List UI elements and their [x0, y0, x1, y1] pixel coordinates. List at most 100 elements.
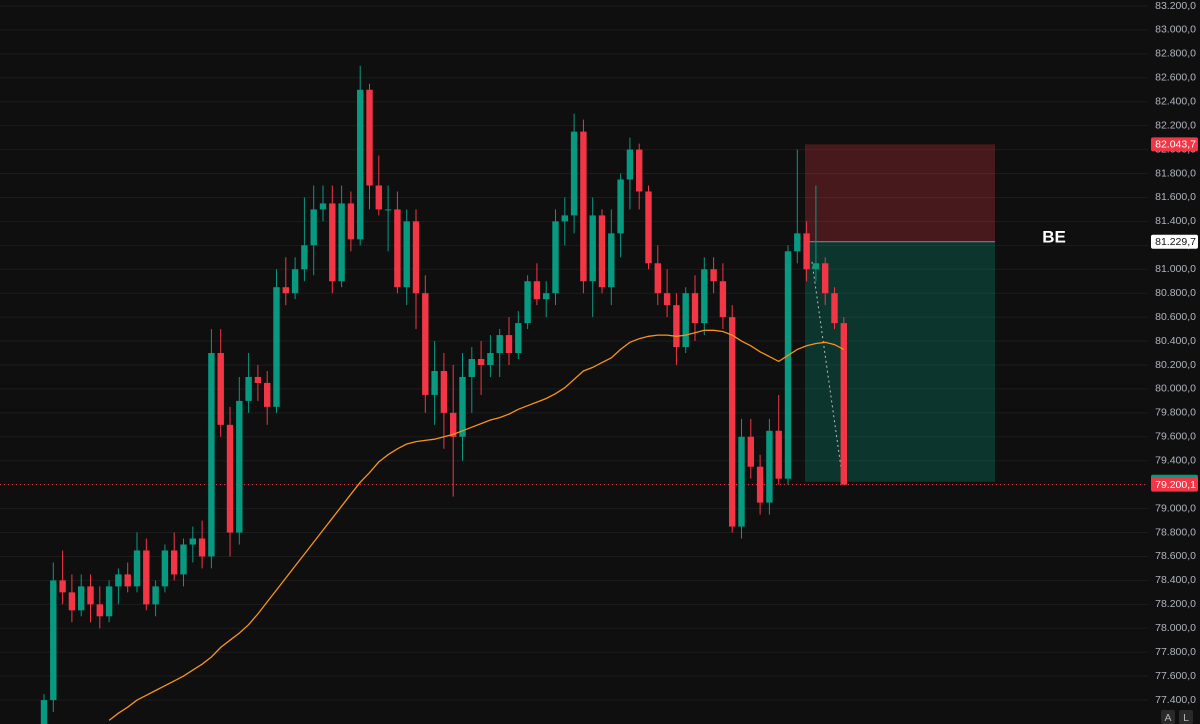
y-tick-label: 79.000,0 — [1155, 502, 1196, 514]
candle-body — [663, 293, 671, 306]
candle-body — [822, 263, 829, 294]
candle-body — [654, 263, 661, 294]
candle-body — [450, 412, 457, 437]
y-tick-label: 79.600,0 — [1155, 431, 1196, 443]
candle-body — [431, 370, 438, 395]
candle-body — [273, 287, 280, 407]
price-badge — [1151, 477, 1198, 492]
candle-body — [357, 89, 364, 240]
candle-body — [152, 586, 159, 605]
candle-body — [747, 436, 754, 467]
candle-body — [459, 376, 466, 437]
candle-body — [766, 430, 773, 503]
candle-body — [40, 700, 48, 724]
y-tick-label: 78.200,0 — [1155, 598, 1196, 610]
candle-body — [468, 359, 475, 377]
y-tick-label: 77.800,0 — [1155, 646, 1196, 658]
y-tick-label: 81.400,0 — [1155, 215, 1196, 227]
candle-body — [608, 233, 615, 288]
candle-body — [133, 550, 141, 587]
target-zone — [805, 241, 995, 482]
candle-body — [515, 323, 522, 354]
candle-body — [794, 233, 801, 252]
price-badge-label: 79.200,1 — [1155, 479, 1196, 491]
candle-body — [524, 281, 531, 324]
candle-body — [729, 317, 736, 527]
y-tick-label: 78.600,0 — [1155, 550, 1196, 562]
candle-body — [533, 281, 541, 300]
stop-zone — [805, 144, 995, 242]
candle-body — [282, 287, 289, 294]
y-tick-label: 79.800,0 — [1155, 407, 1196, 419]
candle-body — [208, 353, 215, 557]
candle-body — [784, 251, 792, 479]
y-tick-label: 79.400,0 — [1155, 455, 1196, 467]
price-badge — [1151, 137, 1198, 152]
candle-body — [673, 305, 680, 348]
y-tick-label: 82.200,0 — [1155, 119, 1196, 131]
candle-body — [570, 131, 578, 216]
candle-body — [198, 538, 206, 557]
candle-body — [617, 179, 624, 234]
scale-button-label[interactable]: A — [1164, 712, 1171, 724]
candle-body — [319, 203, 327, 210]
candle-body — [812, 263, 820, 270]
candle-body — [589, 215, 596, 282]
candle-body — [375, 185, 382, 210]
candle-body — [738, 436, 745, 527]
y-tick-label: 77.400,0 — [1155, 694, 1196, 706]
y-tick-label: 82.800,0 — [1155, 48, 1196, 60]
candle-body — [701, 269, 708, 324]
price-badge — [1151, 234, 1198, 249]
candle-body — [124, 574, 131, 587]
candle-body — [264, 382, 271, 407]
candle-body — [115, 574, 122, 587]
candle-body — [552, 221, 559, 294]
candle-body — [440, 370, 448, 413]
candle-body — [338, 203, 345, 282]
candle-body — [543, 293, 550, 300]
y-tick-label: 81.800,0 — [1155, 167, 1196, 179]
scale-button[interactable] — [1179, 710, 1193, 724]
candle-body — [487, 353, 494, 365]
candle-body — [291, 269, 299, 294]
candle-body — [50, 580, 57, 701]
candle-body — [775, 430, 782, 479]
y-tick-label: 82.400,0 — [1155, 96, 1196, 108]
candle-body — [180, 544, 187, 575]
candle-body — [477, 359, 485, 365]
candle-body — [422, 293, 429, 395]
y-tick-label: 78.400,0 — [1155, 574, 1196, 586]
candle-body — [682, 293, 689, 348]
scale-button-label[interactable]: L — [1183, 712, 1189, 724]
candle-body — [412, 221, 420, 294]
moving-average — [108, 329, 845, 721]
y-tick-label: 80.600,0 — [1155, 311, 1196, 323]
y-tick-label: 80.800,0 — [1155, 287, 1196, 299]
candle-body — [598, 215, 606, 288]
candle-body — [329, 203, 336, 282]
candle-body — [626, 149, 634, 180]
candle-body — [636, 149, 643, 192]
candle-body — [394, 209, 401, 288]
candle-body — [366, 89, 373, 186]
candle-body — [831, 293, 838, 324]
candle-body — [840, 323, 847, 485]
y-tick-label: 77.600,0 — [1155, 670, 1196, 682]
candle-body — [161, 550, 169, 587]
candle-body — [59, 580, 66, 593]
candle-body — [310, 209, 317, 246]
candle-body — [217, 353, 224, 425]
candle-body — [68, 592, 76, 611]
candle-body — [645, 191, 652, 264]
annotation: BE — [1042, 227, 1066, 246]
y-tick-label: 78.000,0 — [1155, 622, 1196, 634]
candle-body — [171, 550, 178, 575]
candle-body — [384, 209, 392, 211]
y-tick-label: 78.800,0 — [1155, 526, 1196, 538]
candle-body — [347, 203, 355, 240]
candle-body — [236, 400, 243, 533]
scale-button[interactable] — [1161, 710, 1175, 724]
